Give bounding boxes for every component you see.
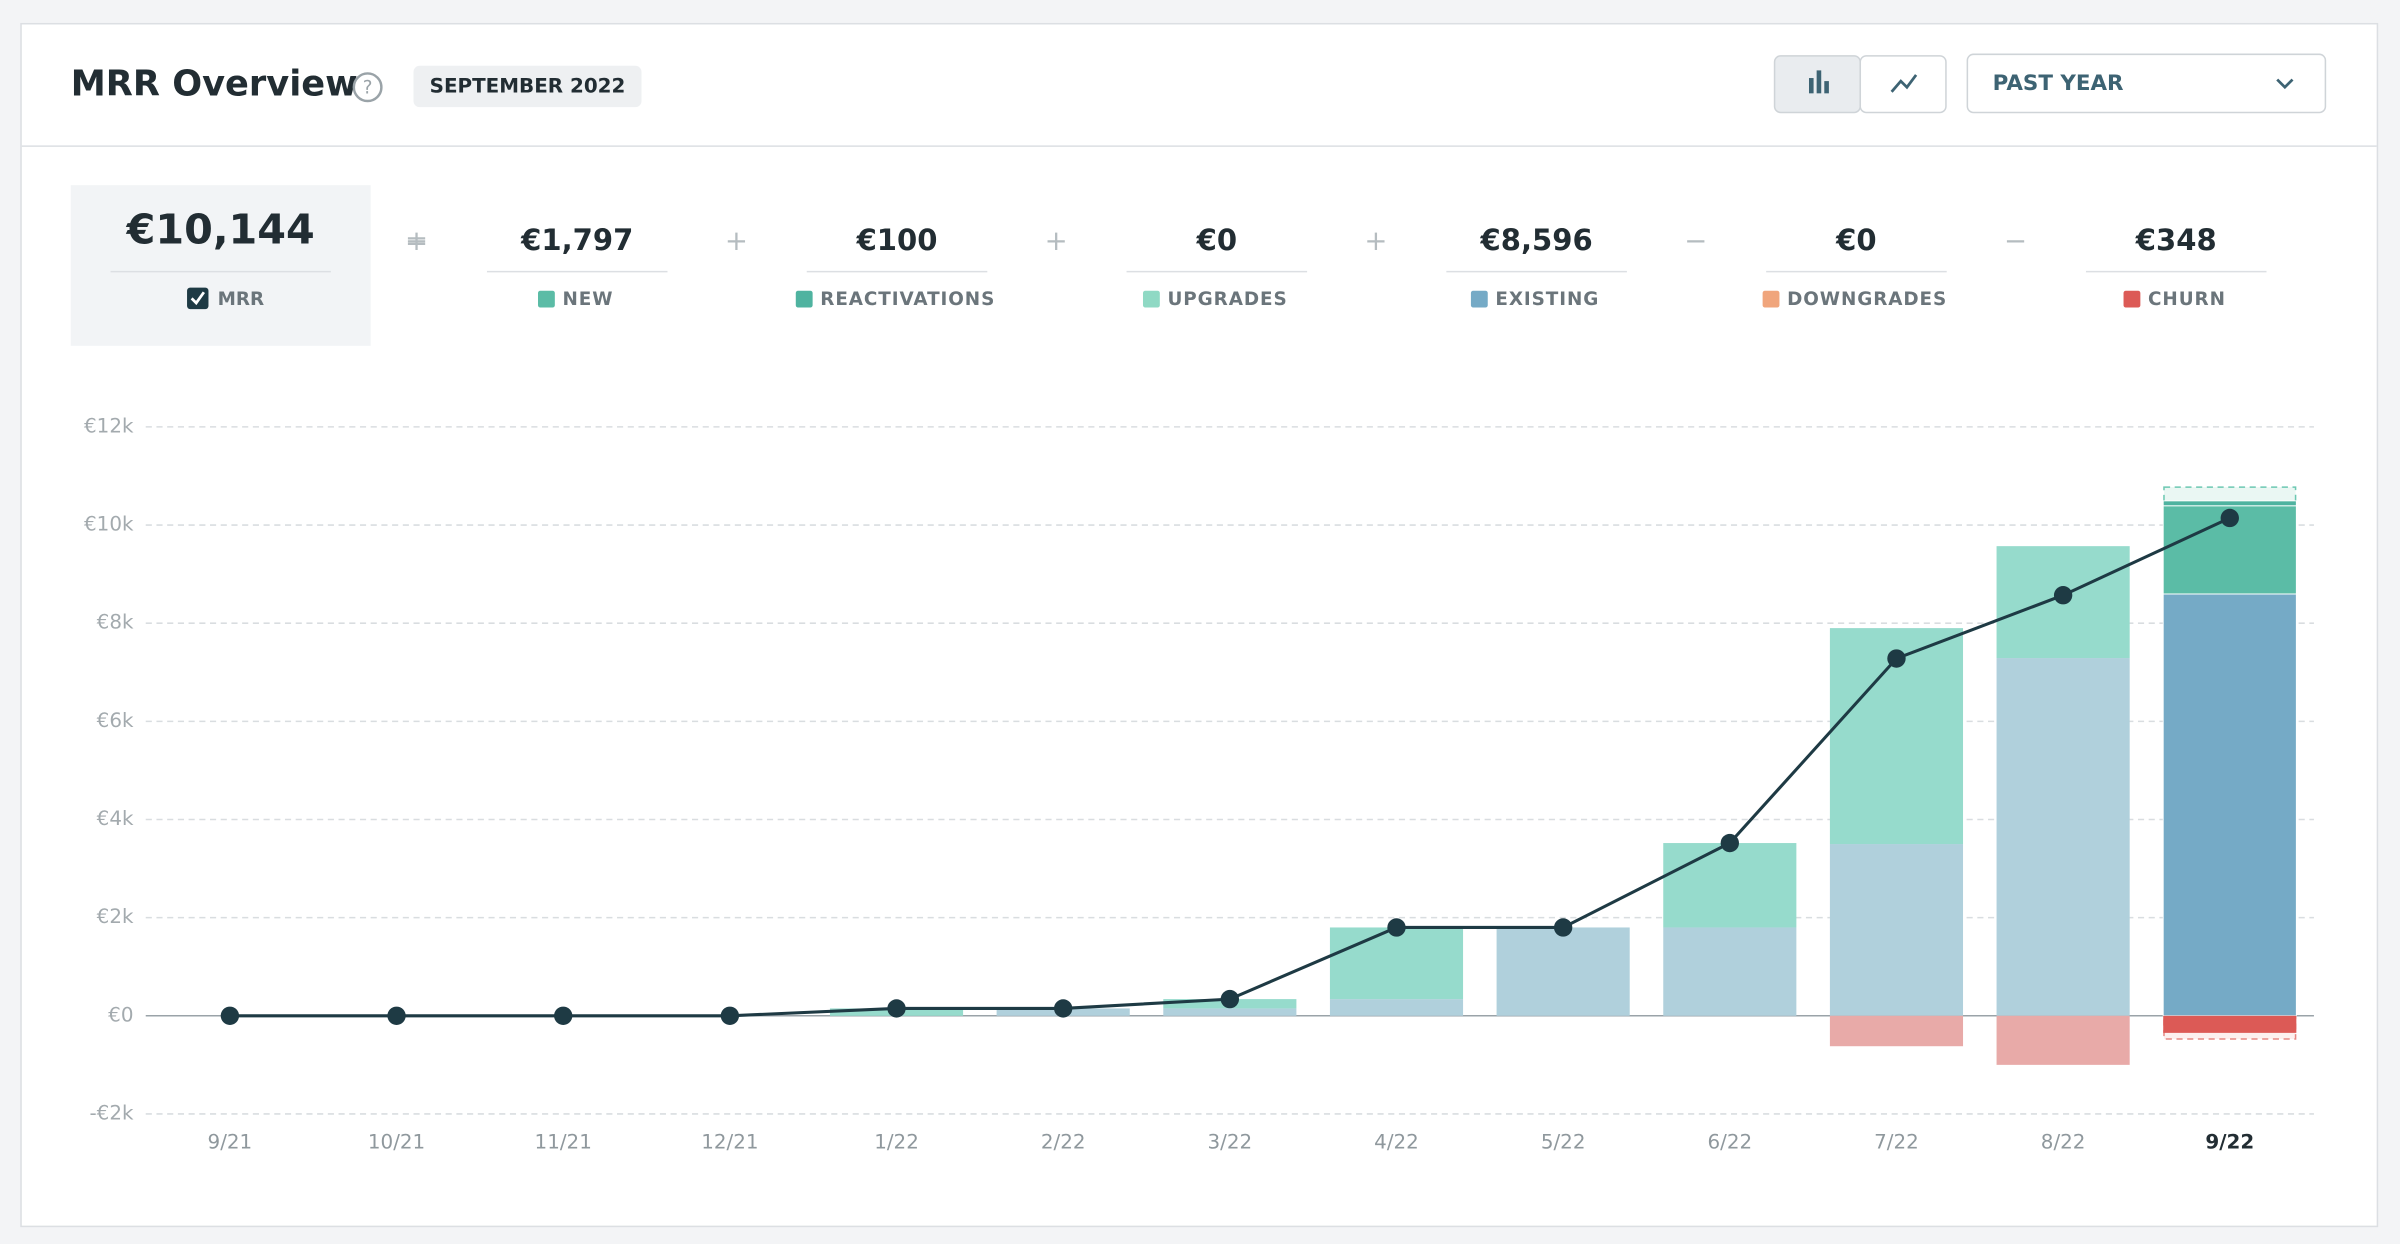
mrr-checkbox[interactable]: [187, 287, 209, 310]
bar-view-button[interactable]: [1773, 55, 1862, 114]
bar-segment: [1329, 927, 1464, 1000]
summary-value: €1,797: [520, 223, 633, 257]
legend-swatch: [1470, 290, 1488, 308]
x-tick-label: 12/21: [701, 1131, 758, 1154]
legend-label: UPGRADES: [1167, 289, 1287, 310]
mrr-label: MRR: [218, 289, 265, 310]
bar-segment: [1663, 927, 1797, 1016]
x-tick-label: 9/21: [208, 1131, 253, 1154]
summary-value: €8,596: [1480, 223, 1593, 257]
operator: +: [1045, 225, 1068, 257]
bar-segment: [2163, 1015, 2297, 1033]
summary-value: €0: [1196, 223, 1237, 257]
title: MRR Overview: [71, 64, 358, 105]
line-view-button[interactable]: [1859, 55, 1947, 114]
mrr-point: [887, 999, 906, 1018]
svg-text:?: ?: [363, 78, 373, 99]
period-label: SEPTEMBER 2022: [430, 75, 626, 98]
operator: −: [2004, 225, 2027, 257]
y-tick-label: €6k: [97, 709, 134, 732]
range-dropdown[interactable]: PAST YEAR: [1966, 53, 2327, 114]
mrr-point: [554, 1006, 573, 1025]
mrr-point: [387, 1006, 406, 1025]
x-tick-label: 8/22: [2041, 1131, 2086, 1154]
legend-swatch: [1762, 290, 1780, 308]
mrr-total: €10,144: [126, 206, 315, 254]
legend-swatch: [795, 290, 813, 308]
bar-segment: [1829, 844, 1964, 1016]
mrr-point: [1553, 918, 1573, 937]
y-tick-label: €8k: [97, 611, 134, 634]
mrr-point: [1053, 999, 1073, 1018]
summary-value: €348: [2135, 223, 2217, 257]
range-label: PAST YEAR: [1993, 71, 2124, 96]
mrr-card: [70, 185, 371, 346]
mrr-point: [220, 1006, 240, 1025]
bar-segment: [2162, 500, 2297, 507]
bar-segment: [1996, 658, 2130, 1016]
help-icon[interactable]: ?: [352, 72, 383, 103]
legend-label: EXISTING: [1495, 289, 1599, 310]
mrr-point: [1387, 918, 1406, 937]
bar-segment: [1829, 1015, 1964, 1047]
operator: +: [1364, 225, 1387, 257]
legend-label: DOWNGRADES: [1787, 289, 1947, 310]
y-tick-label: €12k: [84, 414, 134, 437]
x-tick-label: 5/22: [1541, 1131, 1586, 1154]
y-tick-label: -€2k: [90, 1101, 134, 1124]
x-tick-label: 4/22: [1374, 1131, 1419, 1154]
legend-label: CHURN: [2148, 289, 2226, 310]
y-tick-label: €10k: [84, 513, 134, 536]
mrr-point: [1220, 989, 1240, 1009]
x-tick-label: 10/21: [368, 1131, 425, 1154]
legend-label: REACTIVATIONS: [820, 289, 995, 310]
x-tick-label: 6/22: [1707, 1131, 1752, 1154]
bar-segment: [1163, 1008, 1297, 1016]
bar-segment: [1329, 999, 1464, 1016]
x-tick-label: 3/22: [1208, 1131, 1253, 1154]
operator: −: [1684, 225, 1707, 257]
period-badge: [413, 65, 642, 108]
x-tick-label: 9/22: [2205, 1131, 2254, 1154]
x-tick-label: 1/22: [874, 1131, 919, 1154]
y-tick-label: €2k: [97, 905, 134, 928]
x-tick-label: 7/22: [1874, 1131, 1919, 1154]
x-tick-label: 11/21: [535, 1131, 592, 1154]
summary-value: €100: [856, 223, 938, 257]
bar-segment: [1496, 927, 1630, 1016]
operator: +: [725, 225, 748, 257]
x-tick-label: 2/22: [1041, 1131, 1086, 1154]
bar-segment: [1663, 843, 1797, 928]
y-tick-label: €4k: [97, 807, 134, 830]
mrr-point: [720, 1006, 740, 1025]
check-mark: [190, 291, 206, 306]
bar-segment: [2162, 593, 2297, 1017]
legend-label: NEW: [562, 289, 613, 310]
legend-swatch: [538, 290, 555, 308]
legend-swatch: [2123, 290, 2141, 308]
legend-swatch: [1142, 290, 1160, 308]
mrr-point: [1720, 833, 1739, 853]
mrr-point: [2220, 508, 2239, 528]
mrr-point: [2053, 586, 2073, 605]
operator: +: [405, 225, 428, 257]
operator: =: [405, 225, 428, 257]
summary-value: €0: [1835, 223, 1876, 257]
mrr-point: [1887, 649, 1906, 668]
bar-segment: [1996, 1015, 2130, 1065]
y-tick-label: €0: [108, 1003, 133, 1026]
